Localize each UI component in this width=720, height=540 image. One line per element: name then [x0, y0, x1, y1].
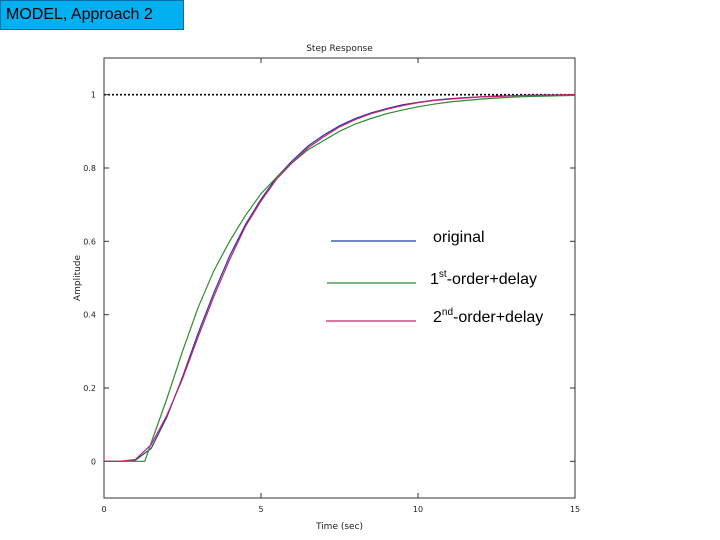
legend: original 1st-order+delay 2nd-order+delay [326, 229, 543, 326]
legend-label-1: original [433, 229, 485, 246]
y-tick-label: 0 [91, 457, 96, 466]
plot-frame [103, 57, 576, 499]
x-tick-label: 5 [258, 505, 263, 514]
x-axis-label: Time (sec) [315, 522, 363, 532]
series-line-3 [104, 94, 576, 462]
legend-label-2: 1st-order+delay [430, 269, 537, 288]
y-tick-label: 0.4 [83, 311, 96, 320]
y-tick-label: 0.6 [83, 237, 96, 246]
series-line-2 [104, 94, 576, 462]
y-tick-label: 0.8 [83, 164, 96, 173]
legend-label-3: 2nd-order+delay [433, 307, 543, 326]
x-tick-label: 0 [101, 505, 106, 514]
x-tick-label: 10 [413, 505, 423, 514]
chart-title: Step Response [306, 44, 373, 54]
series-group [104, 94, 576, 462]
slide-title: MODEL, Approach 2 [0, 0, 184, 30]
axis-ticks: 0 5 10 15 0 0.2 0.4 0.6 0.8 1 [83, 58, 580, 514]
x-tick-label: 15 [570, 505, 580, 514]
y-tick-label: 0.2 [83, 384, 96, 393]
y-tick-label: 1 [91, 91, 96, 100]
y-axis-label: Amplitude [73, 254, 83, 301]
